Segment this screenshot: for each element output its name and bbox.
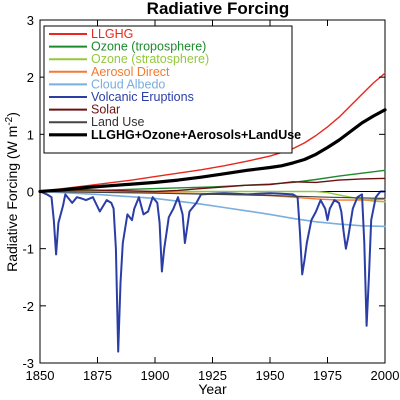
legend-label: Ozone (stratosphere) xyxy=(91,52,209,66)
x-tick-label: 1875 xyxy=(83,368,112,383)
legend-label: LLGHG xyxy=(91,27,133,41)
x-tick-label: 1975 xyxy=(313,368,342,383)
y-axis-label: Radiative Forcing (W m-2) xyxy=(4,112,20,272)
legend-label: Cloud Albedo xyxy=(91,77,165,91)
legend-label: Land Use xyxy=(91,115,145,129)
legend-label: LLGHG+Ozone+Aerosols+LandUse xyxy=(91,128,301,142)
chart-title: Radiative Forcing xyxy=(147,0,290,18)
legend-label: Ozone (troposphere) xyxy=(91,40,206,54)
x-tick-label: 1950 xyxy=(256,368,285,383)
y-axis-label-main: Radiative Forcing (W m xyxy=(4,126,20,272)
x-tick-label: 2000 xyxy=(371,368,400,383)
y-axis-label-close: ) xyxy=(4,112,20,117)
y-tick-label: -1 xyxy=(22,242,34,257)
y-tick-label: 0 xyxy=(27,185,34,200)
x-tick-label: 1900 xyxy=(141,368,170,383)
y-tick-label: 1 xyxy=(27,127,34,142)
legend-label: Volcanic Eruptions xyxy=(91,90,194,104)
series-line-cloud-albedo xyxy=(39,190,386,228)
y-tick-label: 3 xyxy=(27,13,34,28)
series-line-land-use xyxy=(39,190,386,199)
series-line-llghg xyxy=(39,72,386,193)
y-tick-label: 2 xyxy=(27,70,34,85)
y-tick-label: -2 xyxy=(22,299,34,314)
series-layer xyxy=(38,72,387,353)
x-tick-label: 1850 xyxy=(26,368,55,383)
x-tick-label: 1925 xyxy=(198,368,227,383)
series-line-volcanic-eruptions xyxy=(39,190,386,353)
x-axis-label: Year xyxy=(198,381,227,397)
legend-label: Aerosol Direct xyxy=(91,65,170,79)
series-line-llghg-ozone-aerosols-landuse xyxy=(38,108,387,194)
y-tick-label: -3 xyxy=(22,356,34,371)
legend-label: Solar xyxy=(91,103,120,117)
series-line-solar xyxy=(39,177,386,193)
ticks-layer: 1850 1875 1900 1925 1950 1975 2000 -3 -2 -1 0 1 2 3 xyxy=(22,13,399,383)
y-axis-label-exponent: -2 xyxy=(4,116,15,125)
